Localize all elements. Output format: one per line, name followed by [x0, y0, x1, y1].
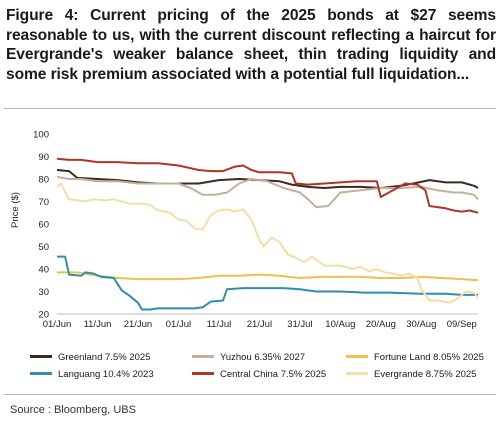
legend-label: Central China 7.5% 2025 [220, 369, 327, 380]
x-tick-label: 10/Aug [325, 319, 355, 330]
x-tick-label: 09/Sep [447, 319, 477, 330]
x-tick-label: 21/Jul [247, 319, 272, 330]
series-line-fortune-land-8-05-2025 [57, 271, 479, 282]
legend-label: Languang 10.4% 2023 [58, 369, 154, 380]
legend-item: Fortune Land 8.05% 2025 [346, 351, 484, 365]
series-line-evergrande-8-75-2025 [56, 182, 479, 304]
y-tick-label: 30 [38, 287, 49, 298]
x-tick-label: 01/Jun [43, 319, 72, 330]
x-tick-label: 31/Jul [287, 319, 312, 330]
legend-swatch [346, 354, 368, 358]
legend-swatch [30, 371, 52, 375]
series-line-greenland-7-5-2025 [56, 169, 479, 189]
y-tick-label: 20 [38, 310, 49, 321]
x-tick-label: 21/Jun [124, 319, 153, 330]
y-tick-label: 90 [38, 152, 49, 163]
x-tick-label: 11/Jun [84, 319, 112, 330]
legend-item: Languang 10.4% 2023 [30, 368, 154, 382]
legend-swatch [346, 371, 368, 375]
y-tick-label: 100 [33, 130, 49, 141]
legend-item: Yuzhou 6.35% 2027 [192, 351, 305, 365]
y-tick-label: 40 [38, 265, 49, 276]
y-tick-label: 50 [38, 242, 49, 253]
y-tick-label: 60 [38, 220, 49, 231]
series-line-yuzhou-6-35-2027 [56, 175, 479, 209]
legend-swatch [30, 354, 52, 358]
legend-item: Greenland 7.5% 2025 [30, 351, 150, 365]
title-divider [4, 108, 496, 109]
legend-label: Fortune Land 8.05% 2025 [374, 352, 484, 363]
source-note: Source : Bloomberg, UBS [10, 404, 136, 416]
legend-label: Greenland 7.5% 2025 [58, 352, 151, 363]
x-tick-label: 20/Aug [366, 319, 396, 330]
series-line-languang-10-4-2023 [57, 255, 478, 311]
legend-swatch [192, 371, 214, 375]
legend-item: Evergrande 8.75% 2025 [346, 368, 476, 382]
legend-label: Evergrande 8.75% 2025 [374, 369, 477, 380]
y-tick-label: 70 [38, 197, 49, 208]
legend-label: Yuzhou 6.35% 2027 [220, 352, 306, 363]
series-line-central-china-7-5-2025 [56, 157, 479, 214]
source-divider [4, 394, 496, 395]
x-tick-label: 11/Jul [207, 319, 232, 330]
legend-swatch [192, 354, 214, 358]
y-tick-label: 80 [38, 175, 49, 186]
y-axis-label: Price ($) [10, 192, 21, 228]
figure-title: Figure 4: Current pricing of the 2025 bo… [6, 7, 496, 83]
x-tick-label: 30/Aug [406, 319, 436, 330]
legend-item: Central China 7.5% 2025 [192, 368, 326, 382]
x-tick-label: 01/Jul [166, 319, 191, 330]
